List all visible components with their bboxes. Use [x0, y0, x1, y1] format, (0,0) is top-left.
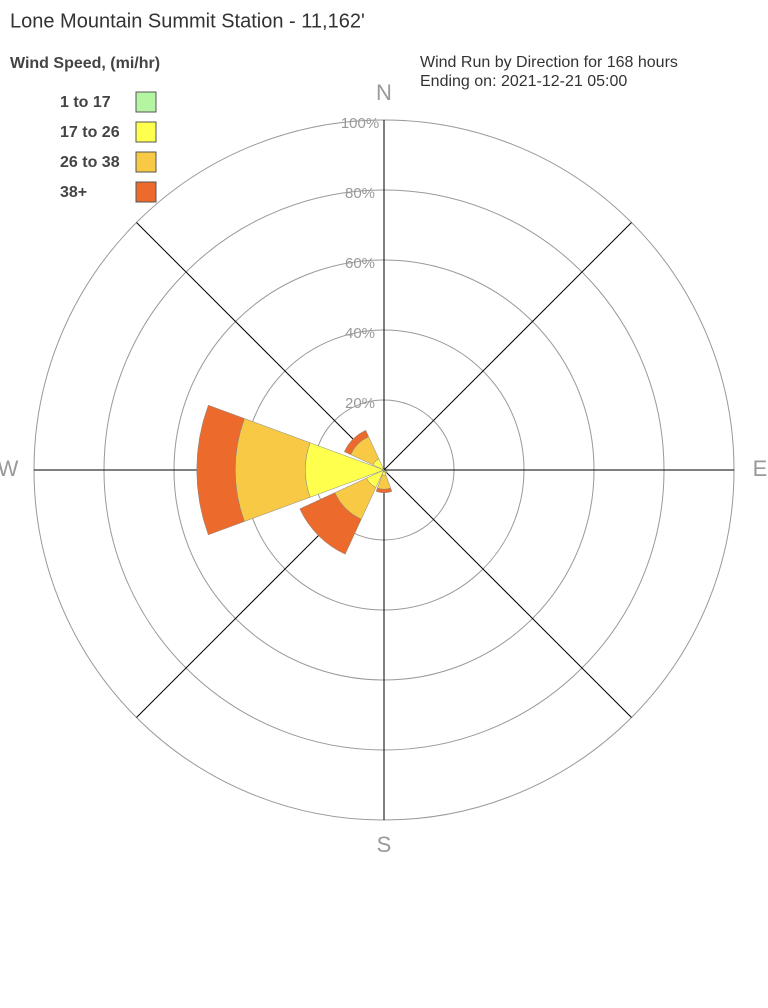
legend-label: 17 to 26: [60, 124, 120, 141]
legend-label: 1 to 17: [60, 94, 111, 111]
legend-title: Wind Speed, (mi/hr): [10, 55, 160, 72]
direction-label: W: [0, 456, 19, 481]
r-tick-label: 20%: [345, 395, 375, 412]
wedge-segment: [343, 429, 369, 455]
wedge-segment: [299, 492, 362, 555]
r-tick-label: 100%: [341, 115, 379, 132]
spoke: [383, 469, 632, 718]
wedge-segment: [235, 418, 311, 522]
wedge-segment: [196, 404, 245, 536]
direction-label: S: [377, 832, 392, 857]
legend-swatch: [135, 151, 157, 173]
r-tick-label: 80%: [345, 185, 375, 202]
legend-swatch: [135, 91, 157, 113]
subtitle: Wind Run by Direction for 168 hours: [420, 54, 678, 71]
r-tick-label: 60%: [345, 255, 375, 272]
spoke: [136, 222, 385, 471]
legend-swatch: [135, 121, 157, 143]
chart-title: Lone Mountain Summit Station - 11,162': [10, 10, 365, 32]
legend-label: 38+: [60, 184, 87, 201]
direction-label: E: [753, 456, 768, 481]
direction-label: N: [376, 80, 392, 105]
legend-label: 26 to 38: [60, 154, 120, 171]
wedge-segment: [375, 487, 393, 493]
r-tick-label: 40%: [345, 325, 375, 342]
spoke: [383, 222, 632, 471]
legend-swatch: [135, 181, 157, 203]
subtitle: Ending on: 2021-12-21 05:00: [420, 73, 627, 90]
